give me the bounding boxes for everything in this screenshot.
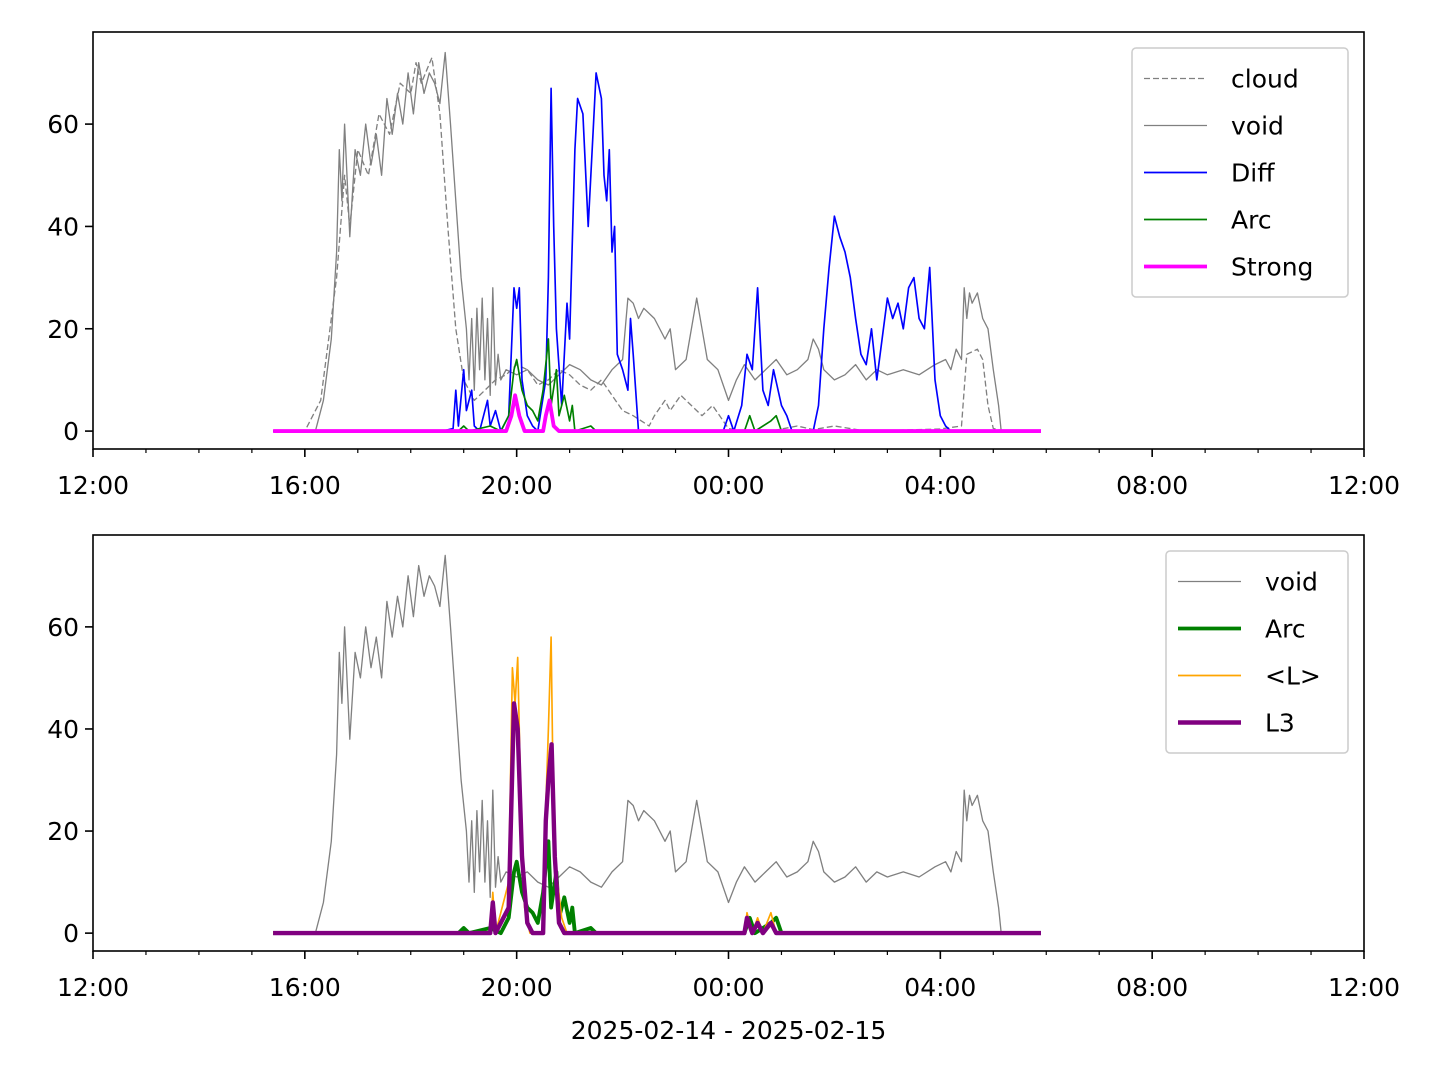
legend-box [1131, 47, 1349, 298]
x-tick-label: 16:00 [269, 973, 341, 1002]
x-tick-label: 04:00 [904, 973, 976, 1002]
y-tick-label: 20 [47, 817, 79, 846]
y-tick-label: 40 [47, 715, 79, 744]
legend: cloud void Diff Arc Strong [1131, 47, 1349, 298]
legend: void Arc <L> L3 [1165, 550, 1349, 754]
x-tick-label: 20:00 [481, 471, 553, 500]
series-line-arc [273, 839, 1041, 936]
series-line-l3 [273, 701, 1041, 936]
y-tick-label: 40 [47, 212, 79, 241]
series-line-l [273, 636, 1041, 934]
y-tick-label: 0 [63, 417, 79, 446]
legend-label: void [1231, 112, 1284, 141]
y-tick-label: 60 [47, 110, 79, 139]
x-tick-label: 12:00 [1328, 471, 1400, 500]
x-tick-label: 16:00 [269, 471, 341, 500]
legend-label: Arc [1265, 615, 1306, 644]
series-line-void [273, 51, 1041, 432]
series-group [273, 51, 1041, 434]
y-tick-label: 20 [47, 315, 79, 344]
x-axis-label: 2025-02-14 - 2025-02-15 [571, 1016, 887, 1045]
legend-label: Arc [1231, 206, 1272, 235]
legend-label: Strong [1231, 253, 1313, 282]
legend-label: void [1265, 568, 1318, 597]
x-tick-label: 08:00 [1116, 973, 1188, 1002]
series-line-strong [273, 393, 1041, 434]
series-line-diff [273, 72, 1041, 432]
x-tick-label: 04:00 [904, 471, 976, 500]
x-tick-label: 12:00 [57, 973, 129, 1002]
legend-label: cloud [1231, 65, 1299, 94]
x-tick-label: 00:00 [692, 973, 764, 1002]
legend-label: Diff [1231, 159, 1275, 188]
series-line-void [273, 554, 1041, 934]
series-group [273, 554, 1041, 936]
series-line-arc [273, 338, 1041, 432]
chart-panel-2: 0 20 40 60 12:00 16:00 20:00 00:00 04:00 08:00 12:… [47, 534, 1400, 1045]
x-tick-label: 08:00 [1116, 471, 1188, 500]
x-tick-label: 00:00 [692, 471, 764, 500]
y-tick-label: 60 [47, 613, 79, 642]
legend-box [1165, 550, 1349, 754]
x-tick-label: 12:00 [1328, 973, 1400, 1002]
x-tick-label: 12:00 [57, 471, 129, 500]
legend-label: <L> [1265, 662, 1321, 691]
chart-panel-1: 0 20 40 60 12:00 16:00 20:00 00:00 04:00 08:00 12:… [47, 31, 1400, 500]
series-line-cloud [273, 56, 1041, 432]
x-tick-label: 20:00 [481, 973, 553, 1002]
y-tick-label: 0 [63, 919, 79, 948]
legend-label: L3 [1265, 709, 1295, 738]
